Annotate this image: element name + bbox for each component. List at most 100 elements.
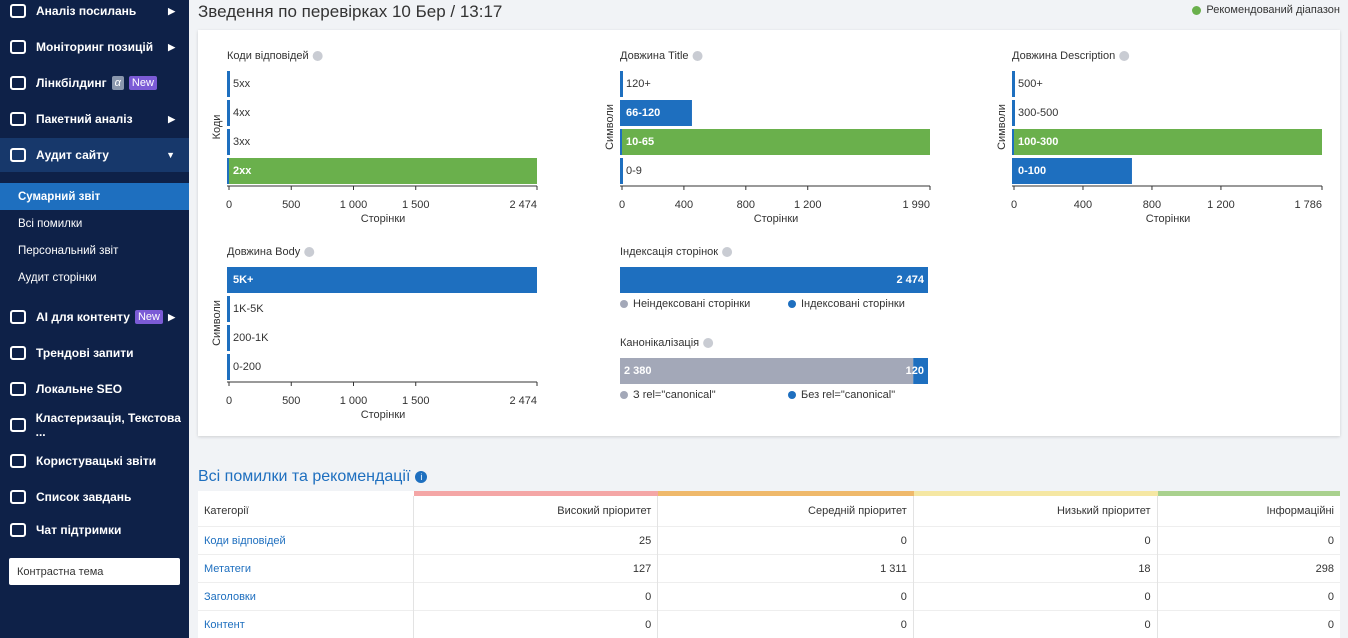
x-tick-label: 800 [1143,199,1161,211]
arrow: ▶ [168,41,175,52]
menu-label: Трендові запити [36,346,134,360]
menu-label: Список завдань [36,490,132,504]
menu-label: Пакетний аналіз [36,112,133,126]
x-tick-label: 500 [282,395,300,407]
menu-label: Локальне SEO [36,382,123,396]
category-label: 4xx [233,107,251,119]
cell-value: 0 [657,610,914,638]
submenu-item[interactable]: Всі помилки [18,217,83,230]
charts: Коди відповідей Коди 5xx 4xx 3xx 2xx 0 500 1 000… [211,50,1323,421]
bar-segment [913,358,928,384]
menu-item[interactable]: Моніторинг позицій ▶ [0,30,189,64]
y-axis-label: Символи [211,300,223,346]
menu-label: Аудит сайту [36,148,109,162]
chart-title: Довжина Body [227,246,301,258]
row-marker [227,296,230,322]
summary-card: Коди відповідей Коди 5xx 4xx 3xx 2xx 0 500 1 000… [198,30,1340,436]
menu-item[interactable]: Аналіз посилань ▶ [0,0,189,28]
menu-icon [10,40,26,54]
legend-label: Без rel="canonical" [801,389,895,401]
category-label: 120+ [626,78,651,90]
info-icon [703,338,714,348]
menu-item[interactable]: Чат підтримки [0,513,189,547]
x-tick-label: 0 [226,199,232,211]
chart-title: Довжина Title [620,50,689,62]
theme-select[interactable]: Контрастна тема [9,558,180,585]
submenu-item[interactable]: Персональний звіт [18,244,119,257]
x-tick-label: 0 [226,395,232,407]
legend-dot [788,391,796,399]
menu-label: Користувацькі звіти [36,454,157,468]
x-tick-label: 1 786 [1294,199,1322,211]
table-row: Коди відповідей 25 0 0 0 [198,526,1340,555]
category-link[interactable]: Метатеги [204,562,252,575]
cell-value: 0 [1156,610,1340,638]
legend: Рекомендований діапазон [1192,4,1340,16]
badge: New [128,76,157,90]
arrow: ▼ [166,150,175,160]
x-axis-label: Сторінки [754,213,799,225]
chart-title: Коди відповідей [227,50,309,62]
category-label: 500+ [1018,78,1043,90]
chart-title: Індексація сторінок [620,246,718,258]
category-link[interactable]: Коди відповідей [204,534,286,547]
chart-title: Канонікалізація [620,337,699,349]
menu-item[interactable]: Аудит сайту ▼ [0,138,189,172]
x-tick-label: 1 000 [340,199,368,211]
arrow: ▶ [168,5,175,16]
bar [229,158,537,184]
cell-value: 0 [912,610,1158,638]
x-axis-label: Сторінки [361,409,406,421]
header-row: Категорії Високий пріоритет Середній пріор… [198,491,1340,527]
menu-item[interactable]: Список завдань [0,480,189,514]
menu-item[interactable]: Трендові запити [0,336,189,370]
column-header: Категорії [204,505,249,517]
row-marker [1012,100,1015,126]
cell-value: 0 [657,526,914,555]
cell-value: 0 [412,610,658,638]
row-marker [1012,129,1015,155]
submenu-item[interactable]: Аудит сторінки [18,271,97,284]
category-label: 5xx [233,78,251,90]
x-tick-label: 400 [675,199,693,211]
menu-item[interactable]: Користувацькі звіти [0,444,189,478]
row-marker [620,129,623,155]
x-tick-label: 1 500 [402,395,430,407]
category-label: 2xx [233,165,252,177]
menu-item[interactable]: Пакетний аналіз ▶ [0,102,189,136]
menu-label: AI для контенту [36,310,130,324]
submenu-item[interactable]: Сумарний звіт [0,183,189,210]
cell-value: 0 [412,582,658,611]
x-axis-label: Сторінки [361,213,406,225]
badge: New [134,310,163,324]
row-marker [227,354,230,380]
cell-value: 0 [912,526,1158,555]
x-tick-label: 1 200 [794,199,822,211]
menu-item[interactable]: Локальне SEO [0,372,189,406]
legend-dot [1192,5,1202,15]
x-tick-label: 1 200 [1207,199,1235,211]
legend-label: Індексовані сторінки [801,298,905,310]
chart-title: Довжина Description [1012,50,1115,62]
menu-icon [10,490,26,504]
menu-item[interactable]: Кластеризація, Текстова ... [0,408,189,442]
value-label: 120 [906,365,924,377]
cell-value: 298 [1156,554,1340,583]
menu-icon [10,112,26,126]
bar [1014,158,1132,184]
y-axis-label: Коди [211,115,223,140]
menu-item[interactable]: AI для контенту New ▶ [0,300,189,334]
category-label: 0-200 [233,361,261,373]
column-header: Низький пріоритет [912,491,1158,527]
errors-table: Категорії Високий пріоритет Середній пріор… [198,491,1340,638]
section-title-text: Всі помилки та рекомендації [198,468,411,485]
category-link[interactable]: Контент [204,618,245,631]
column-header: Високий пріоритет [412,491,658,527]
row-marker [620,100,623,126]
category-link[interactable]: Заголовки [204,590,256,603]
bar [1014,129,1322,155]
category-label: 0-100 [1018,165,1046,177]
menu-item[interactable]: Лінкбілдинг α New [0,66,189,100]
x-axis-label: Сторінки [1146,213,1191,225]
